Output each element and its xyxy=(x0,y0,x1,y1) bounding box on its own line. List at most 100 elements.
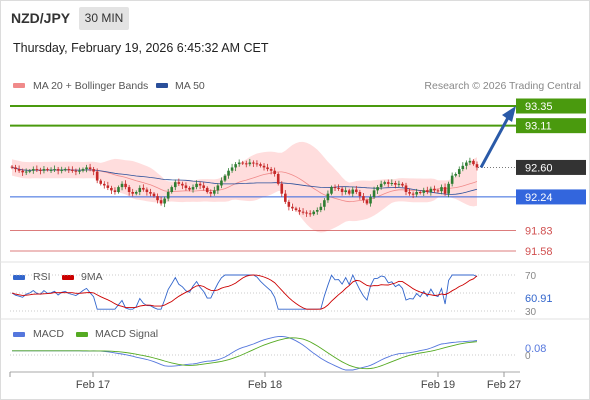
copyright-label: Research © 2026 Trading Central xyxy=(424,80,581,92)
candle-body xyxy=(340,188,344,193)
candle-body xyxy=(255,163,259,165)
time-tick-label: Feb 18 xyxy=(248,379,282,391)
candle-body xyxy=(230,167,234,171)
timeframe-button[interactable]: 30 MIN xyxy=(79,7,129,30)
candle-body xyxy=(74,170,78,172)
candle-body xyxy=(372,190,376,197)
candle-body xyxy=(379,183,383,188)
ma50-legend-label: MA 50 xyxy=(175,80,205,92)
candle-body xyxy=(237,162,241,165)
macd-legend-swatch xyxy=(13,332,25,337)
candle-body xyxy=(244,163,248,165)
candle-body xyxy=(177,182,181,184)
candle-body xyxy=(252,162,255,164)
candle-body xyxy=(383,182,387,184)
candle-body xyxy=(411,193,415,195)
price-label-box xyxy=(516,189,586,205)
candle-body xyxy=(56,169,60,171)
price-label-box xyxy=(516,118,586,134)
candle-body xyxy=(376,187,379,191)
candle-body xyxy=(117,187,120,193)
candle-body xyxy=(184,185,188,188)
candle-body xyxy=(42,169,46,171)
time-tick-label: Feb 19 xyxy=(421,379,455,391)
candle-body xyxy=(220,180,223,186)
price-level-label: 93.35 xyxy=(525,101,553,113)
candle-body xyxy=(390,183,394,185)
candle-body xyxy=(305,212,308,214)
candle-body xyxy=(49,169,53,171)
candle-body xyxy=(67,169,71,171)
candle-body xyxy=(347,190,351,194)
bollinger-band xyxy=(12,141,477,233)
candle-body xyxy=(426,190,429,193)
candle-body xyxy=(163,198,166,204)
candle-body xyxy=(138,187,142,193)
candle-body xyxy=(355,189,358,193)
bollinger-legend-label: MA 20 + Bollinger Bands xyxy=(33,80,149,92)
candle-body xyxy=(31,169,35,171)
candle-body xyxy=(213,190,216,194)
candle-body xyxy=(124,183,127,188)
candle-body xyxy=(262,165,266,168)
candle-body xyxy=(223,175,227,181)
candle-body xyxy=(447,183,450,194)
candle-body xyxy=(443,187,447,194)
rsi-legend-swatch xyxy=(13,275,25,280)
symbol-label: NZD/JPY xyxy=(11,10,71,26)
candle-body xyxy=(362,196,365,201)
price-level-label: 92.24 xyxy=(525,192,553,204)
candle-body xyxy=(330,187,333,194)
candle-body xyxy=(301,211,305,213)
candle-body xyxy=(195,183,198,188)
candle-body xyxy=(170,187,174,193)
candle-body xyxy=(131,192,134,194)
candle-body xyxy=(78,170,81,172)
macd-signal-line xyxy=(12,337,478,370)
candle-body xyxy=(386,182,390,184)
candle-body xyxy=(113,190,117,193)
candle-body xyxy=(14,167,17,170)
candle-body xyxy=(71,169,74,171)
candle-body xyxy=(266,167,269,170)
candle-body xyxy=(159,200,163,204)
candle-body xyxy=(142,187,145,190)
candle-body xyxy=(46,169,49,171)
macd-signal-legend-swatch xyxy=(76,332,88,337)
candle-body xyxy=(209,192,213,194)
macd-value-label: 0.08 xyxy=(525,343,546,355)
support-price-label: 91.58 xyxy=(525,246,553,258)
candle-body xyxy=(134,192,138,194)
candle-body xyxy=(312,211,316,215)
candle-body xyxy=(63,169,67,171)
candle-body xyxy=(17,169,21,171)
candle-body xyxy=(401,183,404,186)
candle-body xyxy=(287,201,291,207)
price-label-box xyxy=(516,98,586,114)
candle-body xyxy=(276,173,280,184)
candle-body xyxy=(241,162,245,164)
candle-body xyxy=(273,170,276,174)
candle-body xyxy=(35,169,39,171)
candle-body xyxy=(10,166,14,168)
candle-body xyxy=(259,164,262,166)
candle-body xyxy=(418,192,422,194)
candle-body xyxy=(308,213,312,215)
candle-body xyxy=(351,189,355,194)
candle-body xyxy=(369,196,372,204)
candle-body xyxy=(188,187,191,190)
bollinger-legend-swatch xyxy=(13,83,25,88)
candle-body xyxy=(291,206,294,209)
candle-body xyxy=(269,169,273,171)
candle-body xyxy=(365,200,369,204)
candle-body xyxy=(92,169,95,172)
candle-body xyxy=(53,169,56,171)
candle-body xyxy=(85,167,88,170)
ma50-legend-swatch xyxy=(156,83,168,88)
candle-body xyxy=(457,169,461,174)
forecast-arrow-head xyxy=(502,106,516,122)
candle-body xyxy=(191,187,195,190)
candle-body xyxy=(127,187,131,193)
candle-body xyxy=(202,185,205,188)
